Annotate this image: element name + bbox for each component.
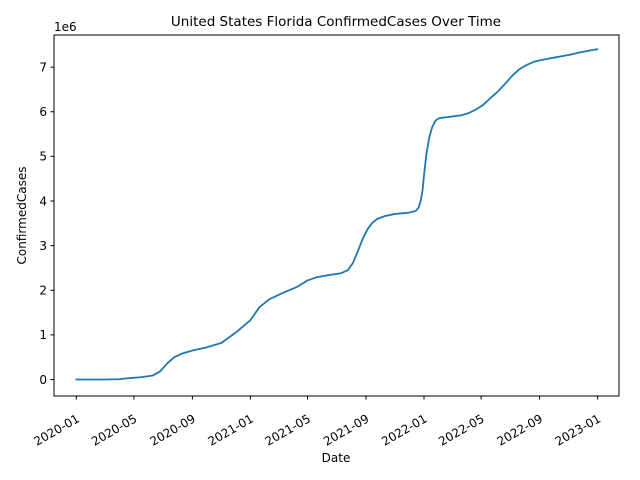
y-tick-label: 1 <box>39 328 47 342</box>
x-axis-ticks: 2020-01 2020-05 2020-09 2021-01 2021-05 2021-… <box>31 396 603 449</box>
series-line <box>75 48 599 381</box>
y-tick-label: 2 <box>39 284 47 298</box>
y-tick-label: 5 <box>39 150 47 164</box>
y-axis-label: ConfirmedCases <box>15 167 29 265</box>
x-tick-label: 2022-01 <box>379 411 429 448</box>
y-axis-offset-label: 1e6 <box>54 20 77 34</box>
plot-frame <box>53 34 620 397</box>
y-tick-label: 0 <box>39 373 47 387</box>
x-tick-label: 2020-09 <box>147 411 197 448</box>
x-tick-label: 2021-01 <box>205 411 255 448</box>
x-tick-label: 2021-09 <box>321 411 371 448</box>
y-tick-label: 4 <box>39 194 47 208</box>
x-tick-label: 2021-05 <box>263 411 313 448</box>
x-tick-label: 2022-09 <box>495 411 545 448</box>
x-tick-label: 2020-05 <box>89 411 139 448</box>
y-tick-label: 7 <box>39 60 47 74</box>
y-tick-label: 6 <box>39 105 47 119</box>
y-axis-ticks: 0 1 2 3 4 5 6 7 <box>39 60 54 387</box>
x-tick-label: 2022-05 <box>436 411 486 448</box>
plot-area <box>75 48 599 381</box>
x-axis-label: Date <box>322 451 351 465</box>
x-tick-label: 2020-01 <box>31 411 81 448</box>
chart-title: United States Florida ConfirmedCases Ove… <box>171 14 501 30</box>
x-tick-label: 2023-01 <box>553 411 603 448</box>
y-tick-label: 3 <box>39 239 47 253</box>
